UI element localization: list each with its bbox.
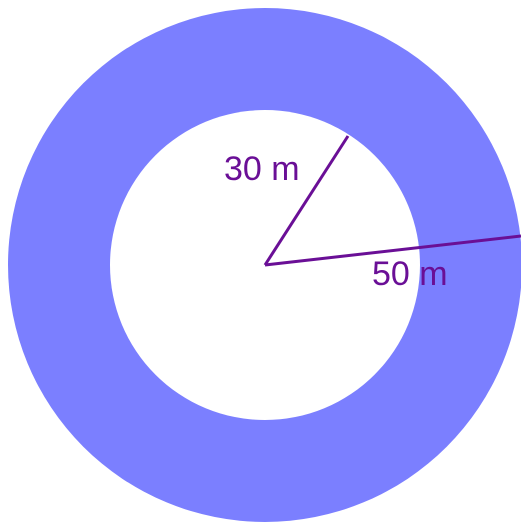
inner-radius-line — [263, 135, 350, 266]
outer-radius-line — [264, 234, 521, 267]
outer-radius-label: 50 m — [372, 255, 448, 293]
inner-radius-label: 30 m — [224, 150, 300, 188]
